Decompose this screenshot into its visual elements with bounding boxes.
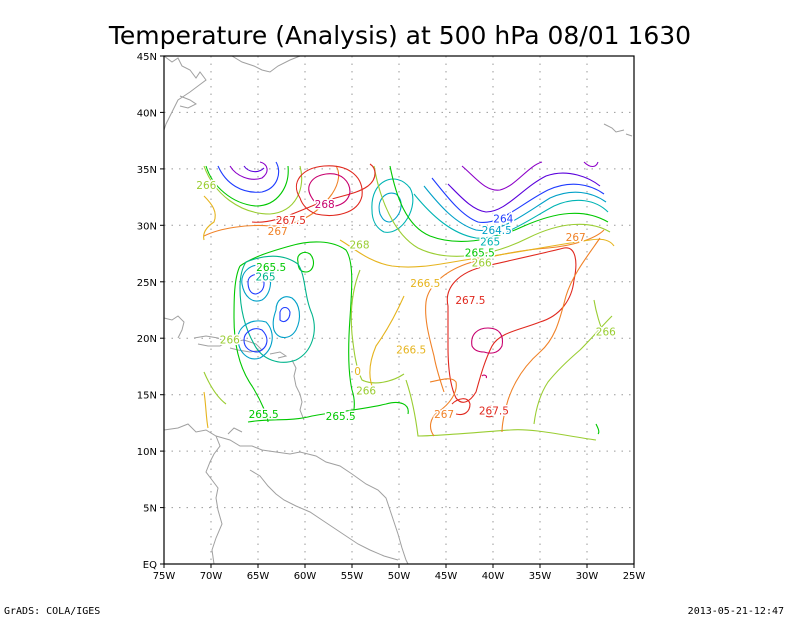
lon-label: 25W	[623, 571, 646, 582]
lat-label: 45N	[137, 52, 157, 63]
contour-label: 268	[349, 240, 369, 252]
lat-label: 15N	[137, 391, 157, 402]
contour-label: 265.5	[249, 409, 279, 421]
lat-label: 30N	[137, 221, 157, 232]
contour-label: 266	[356, 385, 376, 397]
footer-right: 2013-05-21-12:47	[688, 606, 784, 617]
lat-label: EQ	[143, 560, 157, 571]
lon-label: 30W	[576, 571, 599, 582]
contour-label: 265	[480, 236, 500, 248]
lat-label: 40N	[137, 108, 157, 119]
lon-label: 45W	[435, 571, 458, 582]
contour-label: 264.5	[482, 225, 512, 237]
contour-label: 267	[566, 232, 586, 244]
coastlines	[163, 55, 633, 565]
contour-label: 266.5	[396, 345, 426, 357]
contour-label: 268	[315, 199, 335, 211]
lon-label: 50W	[388, 571, 411, 582]
lat-label: 20N	[137, 334, 157, 345]
lat-label: 35N	[137, 165, 157, 176]
contour-label: 264	[493, 214, 513, 226]
lat-label: 10N	[137, 447, 157, 458]
tick-marks	[160, 55, 635, 568]
lon-label: 70W	[200, 571, 223, 582]
contour-label: 266.5	[410, 278, 440, 290]
footer-left: GrADS: COLA/IGES	[4, 606, 100, 617]
contour-label: 265	[255, 271, 275, 283]
lon-label: 35W	[529, 571, 552, 582]
contour-label: 265.5	[326, 411, 356, 423]
contour-label: 267	[268, 226, 288, 238]
lon-label: 75W	[153, 571, 176, 582]
lon-label: 40W	[482, 571, 505, 582]
contour-label: 266	[220, 335, 240, 347]
lon-label: 65W	[247, 571, 270, 582]
contour-label: 265.5	[256, 262, 286, 274]
lat-label: 25N	[137, 278, 157, 289]
lat-label: 5N	[143, 504, 157, 515]
contour-label: 266	[596, 327, 616, 339]
lat-axis-labels: EQ 5N 10N 15N 20N 25N 30N 35N 40N 45N	[137, 52, 157, 571]
lon-label: 60W	[294, 571, 317, 582]
contour-label: 265.5	[465, 248, 495, 260]
contour-label: 266	[472, 258, 492, 270]
isotherms	[203, 161, 615, 441]
contour-labels: 266268267.5267268265.5265264264.5265265.…	[195, 178, 618, 424]
contour-label: 267.5	[276, 215, 306, 227]
map-title: Temperature (Analysis) at 500 hPa 08/01 …	[108, 21, 691, 50]
lon-label: 55W	[341, 571, 364, 582]
contour-label: 267.5	[479, 406, 509, 418]
contour-label: 267.5	[455, 295, 485, 307]
contour-label: 266	[196, 180, 216, 192]
contour-label: 0	[354, 366, 361, 378]
lon-axis-labels: 75W 70W 65W 60W 55W 50W 45W 40W 35W 30W …	[153, 571, 646, 582]
contour-label: 267	[434, 409, 454, 421]
